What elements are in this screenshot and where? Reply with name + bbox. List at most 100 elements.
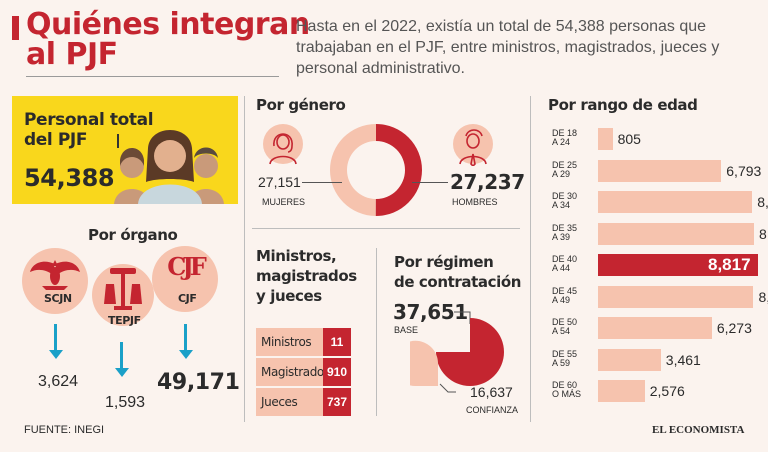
- donut-slice-mujeres: [329, 124, 376, 216]
- people-group-icon: [114, 130, 224, 204]
- age-category-label-line2: A 44: [552, 263, 571, 273]
- org-value-tepjf: 1,593: [105, 394, 146, 411]
- section-title-genero: Por género: [256, 96, 346, 114]
- age-category-label: DE 50 A 54: [552, 318, 596, 336]
- age-category-label: DE 55 A 59: [552, 349, 596, 368]
- regimen-title-line2: de contratación: [394, 273, 522, 291]
- regimen-title-line1: Por régimen: [394, 253, 494, 271]
- table-row-label: Ministros: [261, 335, 312, 349]
- ministros-title-line3: y jueces: [256, 287, 322, 305]
- total-value: 54,388: [24, 164, 115, 192]
- brand-logo: EL ECONOMISTA: [652, 424, 745, 436]
- age-bar: [598, 254, 758, 276]
- page-title: Quiénes integran al PJF: [26, 10, 310, 70]
- arrow-down-icon: [178, 350, 193, 359]
- intro-text: Hasta en el 2022, existía un total de 54…: [296, 18, 720, 77]
- gender-value-hombres: 27,237: [450, 170, 525, 194]
- page-title-line1: Quiénes integran: [26, 7, 310, 42]
- scales-icon: [104, 268, 142, 310]
- title-accent-bar: [12, 16, 19, 40]
- table-row-value: 737: [323, 388, 351, 416]
- leader-line-base: [454, 311, 471, 324]
- org-value-cjf: 49,171: [157, 370, 240, 395]
- age-bar-value: 8,600: [759, 225, 768, 242]
- age-bar-value: 6,273: [716, 320, 752, 336]
- age-bar-value: 805: [617, 131, 641, 147]
- age-category-label: DE 35 A 39: [552, 222, 596, 242]
- age-bar: [598, 191, 753, 213]
- age-bar: [598, 380, 645, 402]
- age-category-label-line2: A 24: [552, 137, 571, 147]
- regimen-slice-base: [436, 318, 504, 386]
- age-category-label-line1: DE 35: [552, 222, 578, 233]
- leader-line-hombres: [412, 182, 448, 183]
- age-category-label-line1: DE 40: [552, 254, 578, 264]
- divider-right: [530, 96, 531, 422]
- gender-value-mujeres: 27,151: [258, 174, 301, 190]
- age-category-label-line2: O MÁS: [552, 389, 582, 399]
- table-row: Jueces 737: [256, 388, 351, 416]
- regimen-label-confianza: CONFIANZA: [466, 405, 519, 415]
- arrow-down-icon: [120, 342, 123, 368]
- regimen-value-confianza: 16,637: [470, 384, 513, 400]
- section-title-edad: Por rango de edad: [548, 96, 698, 114]
- age-category-label-line1: DE 50: [552, 317, 578, 327]
- page-title-line2: al PJF: [26, 37, 118, 72]
- org-value-scjn: 3,624: [38, 373, 79, 390]
- divider-middle-vertical: [376, 248, 377, 416]
- arrow-down-icon: [184, 324, 187, 350]
- age-bar: [598, 222, 755, 245]
- age-bar: [598, 159, 722, 182]
- divider-left: [244, 96, 245, 422]
- age-category-label-line1: DE 60: [552, 380, 578, 390]
- donut-slice-hombres: [375, 124, 422, 216]
- table-row-value: 910: [323, 358, 351, 386]
- eagle-icon: [30, 260, 80, 290]
- table-row-label: Magistrados: [261, 365, 330, 379]
- total-label-line1: Personal total: [24, 110, 154, 130]
- section-title-ministros: Ministros, magistrados y jueces: [256, 246, 357, 306]
- age-bar: [598, 285, 754, 308]
- man-icon: [453, 124, 493, 166]
- age-category-label-line2: A 54: [552, 326, 571, 336]
- total-label: Personal total del PJF: [24, 110, 154, 150]
- age-bar-value: 8,817: [708, 255, 751, 274]
- age-bar-value: 8,497: [757, 194, 768, 210]
- table-row: Ministros 11: [256, 328, 351, 356]
- divider-middle: [252, 228, 520, 229]
- age-bar-value: 2,576: [649, 383, 685, 399]
- total-separator: [117, 134, 119, 148]
- cjf-logo-circle: [152, 246, 218, 312]
- org-label-scjn: SCJN: [44, 292, 72, 305]
- age-category-label-line2: A 49: [552, 294, 571, 305]
- table-row-label: Jueces: [261, 395, 298, 409]
- age-category-label-line1: DE 25: [552, 159, 578, 170]
- arrow-down-icon: [54, 324, 57, 350]
- woman-icon: [263, 124, 303, 165]
- age-category-label-line1: DE 30: [552, 191, 578, 201]
- age-category-label: DE 25 A 29: [552, 159, 596, 179]
- arrow-down-icon: [48, 350, 63, 359]
- age-bar: [598, 348, 661, 371]
- title-underline: [26, 76, 279, 77]
- age-category-label-line1: DE 45: [552, 285, 578, 296]
- org-label-tepjf: TEPJF: [108, 314, 141, 327]
- age-bar-value: 8,566: [758, 288, 768, 305]
- age-category-label: DE 40 A 44: [552, 255, 596, 273]
- age-category-label-line2: A 34: [552, 200, 571, 210]
- ministros-title-line2: magistrados: [256, 267, 357, 285]
- gender-label-mujeres: MUJERES: [262, 197, 306, 207]
- org-label-cjf: CJF: [178, 292, 197, 305]
- age-category-label: DE 60 O MÁS: [552, 381, 596, 399]
- age-bar-value: 3,461: [665, 351, 701, 368]
- age-bar: [598, 317, 712, 339]
- arrow-down-icon: [114, 368, 129, 377]
- table-row: Magistrados 910: [256, 358, 351, 386]
- regimen-label-base: BASE: [394, 325, 419, 335]
- age-category-label-line1: DE 18: [552, 128, 578, 138]
- gender-donut-chart: [329, 124, 422, 216]
- source-note: FUENTE: INEGI: [24, 424, 105, 436]
- age-category-label: DE 30 A 34: [552, 192, 596, 210]
- section-title-organo: Por órgano: [88, 226, 178, 244]
- age-category-label-line2: A 29: [552, 168, 571, 179]
